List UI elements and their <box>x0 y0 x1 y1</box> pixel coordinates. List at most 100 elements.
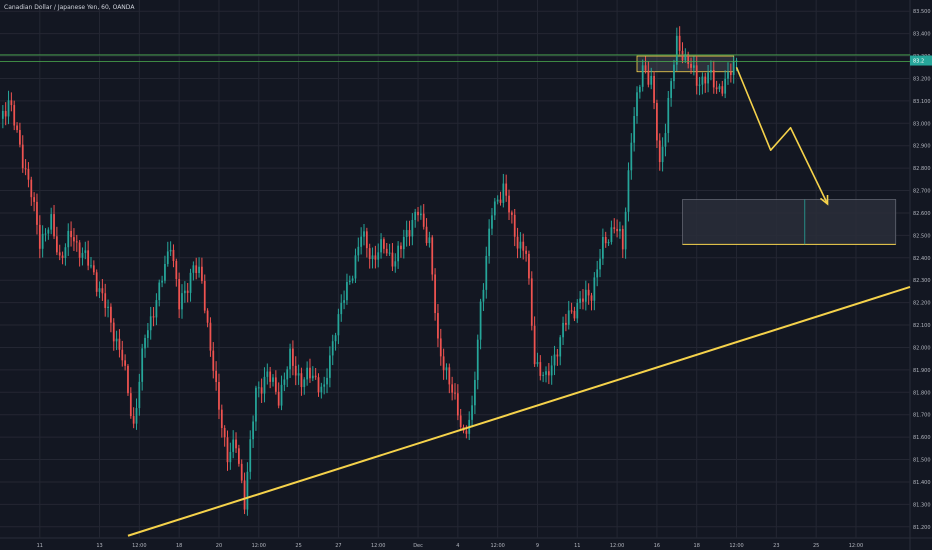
candle-body <box>309 367 311 379</box>
candle-body <box>419 213 422 216</box>
candle-body <box>704 76 707 84</box>
candle-body <box>218 382 220 410</box>
candle-body <box>385 248 388 254</box>
candle-body <box>172 249 175 261</box>
candle-body <box>505 183 508 196</box>
candle-body <box>289 348 291 370</box>
candle-body <box>198 266 200 274</box>
target-zone[interactable] <box>682 199 897 245</box>
candle-body <box>584 289 587 302</box>
candle-body <box>10 100 13 106</box>
y-tick-label: 82.400 <box>913 256 931 262</box>
candle-body <box>24 168 27 170</box>
candle-body <box>53 214 55 237</box>
trendline[interactable] <box>127 285 911 537</box>
candle-body <box>590 295 593 301</box>
candle-body <box>485 255 488 290</box>
y-tick-label: 82.000 <box>913 345 931 351</box>
projection-arrowhead <box>819 194 829 206</box>
candle-body <box>607 241 610 244</box>
candle-body <box>633 116 636 143</box>
candle-body <box>647 70 650 85</box>
candle-body <box>545 371 547 375</box>
y-tick-label: 81.700 <box>913 413 931 419</box>
candle-body <box>630 142 633 171</box>
candle-body <box>129 393 132 417</box>
x-tick-label: 11 <box>574 543 580 549</box>
candle-body <box>712 69 715 88</box>
candle-body <box>212 350 215 371</box>
x-tick-label: 11 <box>37 543 43 549</box>
candle-body <box>363 231 365 237</box>
candle-body <box>209 322 212 351</box>
candle-body <box>186 290 189 293</box>
candle-body <box>456 393 459 416</box>
candle-body <box>673 64 675 82</box>
time-axis[interactable]: 11 13 12:00 18 20 12:00 25 27 12:00 Dec 4 12:00 9 11 1… <box>37 543 864 549</box>
candle-body <box>274 377 277 392</box>
x-tick-label: 12:00 <box>729 543 743 549</box>
candle-body <box>240 463 243 481</box>
candle-body <box>732 61 735 75</box>
y-tick-label: 81.200 <box>913 525 931 531</box>
x-tick-label: 12:00 <box>490 543 504 549</box>
candle-body <box>98 288 101 292</box>
candle-body <box>675 35 678 65</box>
candle-body <box>306 367 309 380</box>
y-tick-label: 82.800 <box>913 166 931 172</box>
candle-body <box>383 239 385 249</box>
candle-body <box>303 379 306 388</box>
candle-body <box>354 255 357 279</box>
candle-body <box>203 280 206 311</box>
candle-body <box>277 391 280 406</box>
candle-body <box>283 379 286 385</box>
candle-body <box>508 195 510 213</box>
candle-body <box>442 356 445 371</box>
candle-body <box>439 338 442 357</box>
candle-body <box>292 348 294 366</box>
candle-body <box>192 265 195 273</box>
candle-body <box>550 365 553 376</box>
candle-body <box>454 392 456 394</box>
candle-body <box>414 211 417 221</box>
candle-body <box>47 229 50 234</box>
candle-body <box>644 65 647 71</box>
y-tick-label: 81.800 <box>913 390 931 396</box>
candle-body <box>667 97 670 134</box>
price-axis[interactable]: 81.200 81.300 81.400 81.500 81.600 81.700 81.8… <box>910 9 932 531</box>
candle-body <box>41 233 44 249</box>
candle-body <box>346 282 348 301</box>
x-tick-label: 16 <box>654 543 660 549</box>
candle-body <box>636 92 638 117</box>
candle-body <box>30 179 33 198</box>
candle-body <box>164 263 166 281</box>
candle-body <box>44 233 47 235</box>
candle-body <box>220 409 223 429</box>
candle-body <box>408 230 411 237</box>
candle-body <box>556 354 559 357</box>
candle-body <box>55 236 58 253</box>
y-tick-label: 83.200 <box>913 76 931 82</box>
candle-body <box>38 224 41 249</box>
candle-body <box>7 100 10 117</box>
candle-body <box>701 76 704 85</box>
y-tick-label: 83.000 <box>913 121 931 127</box>
candle-body <box>149 316 152 331</box>
y-tick-label: 82.700 <box>913 189 931 195</box>
candle-body <box>425 226 428 244</box>
candle-body <box>4 110 7 117</box>
x-tick-label: 23 <box>773 543 779 549</box>
candle-body <box>579 298 582 303</box>
candle-body <box>587 289 590 296</box>
candle-body <box>365 231 368 249</box>
candle-body <box>280 384 283 406</box>
projection-path[interactable] <box>735 66 829 205</box>
candle-body <box>547 371 550 376</box>
candle-body <box>161 280 163 283</box>
candle-body <box>474 379 476 406</box>
candle-body <box>573 310 576 319</box>
candle-body <box>223 428 226 438</box>
candle-body <box>169 249 172 252</box>
y-tick-label: 82.600 <box>913 211 931 217</box>
